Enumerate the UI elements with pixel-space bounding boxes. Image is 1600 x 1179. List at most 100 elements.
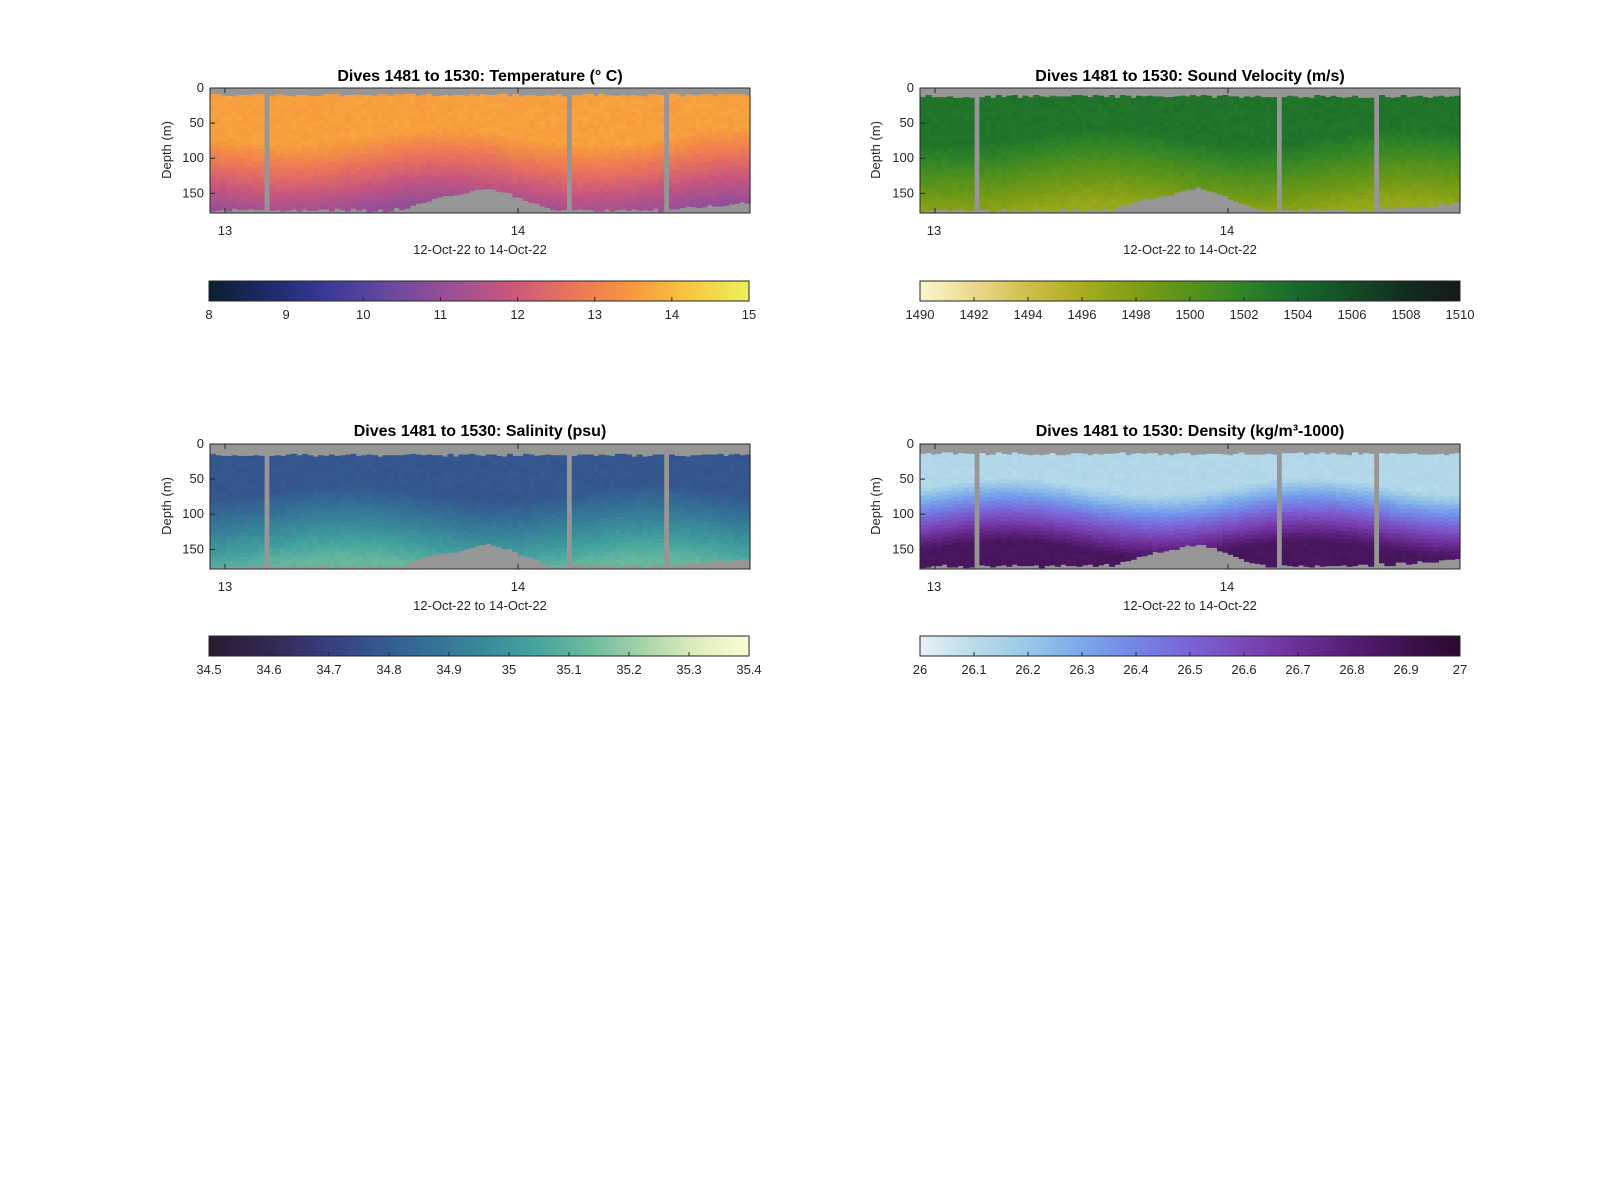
heatmap-cell bbox=[598, 190, 605, 196]
heatmap-cell bbox=[550, 95, 557, 101]
heatmap-cell bbox=[669, 110, 675, 116]
heatmap-cell bbox=[458, 111, 465, 117]
heatmap-cell bbox=[366, 111, 373, 117]
heatmap-cell bbox=[1281, 97, 1288, 102]
heatmap-cell bbox=[620, 111, 627, 117]
heatmap-cell bbox=[593, 129, 600, 135]
heatmap-cell bbox=[1114, 173, 1121, 179]
heatmap-cell bbox=[355, 115, 362, 121]
heatmap-cell bbox=[550, 116, 557, 122]
heatmap-cell bbox=[1281, 122, 1288, 128]
heatmap-cell bbox=[1238, 135, 1245, 141]
heatmap-cell bbox=[1152, 109, 1159, 114]
heatmap-cell bbox=[1071, 196, 1078, 201]
heatmap-cell bbox=[1060, 168, 1067, 173]
heatmap-cell bbox=[1146, 104, 1153, 109]
heatmap-cell bbox=[717, 127, 724, 133]
y-tick-label: 0 bbox=[197, 80, 204, 95]
heatmap-cell bbox=[1033, 154, 1040, 159]
heatmap-cell bbox=[501, 93, 508, 99]
heatmap-cell bbox=[1411, 189, 1418, 194]
heatmap-cell bbox=[1082, 129, 1088, 135]
heatmap-cell bbox=[739, 128, 746, 133]
heatmap-cell bbox=[1346, 156, 1353, 161]
heatmap-cell bbox=[1001, 181, 1007, 187]
heatmap-cell bbox=[593, 175, 600, 181]
heatmap-cell bbox=[588, 165, 594, 171]
heatmap-cell bbox=[674, 144, 681, 150]
heatmap-cell bbox=[733, 132, 740, 138]
heatmap-cell bbox=[328, 199, 335, 205]
heatmap-cell bbox=[1341, 194, 1348, 200]
heatmap-cell bbox=[1233, 125, 1240, 131]
heatmap-cell bbox=[528, 116, 535, 121]
heatmap-cell bbox=[984, 95, 991, 101]
heatmap-cell bbox=[1114, 194, 1121, 200]
heatmap-cell bbox=[485, 166, 492, 172]
heatmap-cell bbox=[1298, 203, 1304, 208]
heatmap-cell bbox=[242, 116, 249, 121]
heatmap-cell bbox=[615, 95, 621, 101]
heatmap-cell bbox=[312, 167, 319, 173]
heatmap-cell bbox=[1319, 121, 1326, 126]
heatmap-cell bbox=[1141, 189, 1148, 194]
heatmap-cell bbox=[1168, 185, 1175, 191]
heatmap-cell bbox=[523, 116, 530, 121]
heatmap-cell bbox=[269, 171, 276, 177]
heatmap-cell bbox=[1087, 164, 1094, 170]
heatmap-cell bbox=[571, 95, 578, 100]
heatmap-cell bbox=[701, 165, 708, 171]
heatmap-cell bbox=[1335, 189, 1342, 195]
heatmap-cell bbox=[947, 130, 953, 135]
heatmap-cell bbox=[1341, 102, 1348, 107]
heatmap-cell bbox=[1379, 120, 1385, 126]
heatmap-cell bbox=[496, 98, 503, 104]
heatmap-cell bbox=[296, 103, 303, 109]
heatmap-cell bbox=[1173, 184, 1180, 190]
heatmap-cell bbox=[1157, 180, 1164, 186]
heatmap-cell bbox=[366, 116, 373, 121]
heatmap-cell bbox=[1146, 196, 1153, 200]
heatmap-cell bbox=[1335, 113, 1342, 119]
heatmap-cell bbox=[1308, 182, 1315, 187]
heatmap-cell bbox=[1341, 144, 1348, 149]
heatmap-cell bbox=[690, 116, 697, 121]
heatmap-cell bbox=[345, 162, 351, 168]
heatmap-cell bbox=[696, 103, 702, 109]
heatmap-cell bbox=[226, 133, 233, 139]
heatmap-cell bbox=[652, 136, 659, 142]
heatmap-cell bbox=[1168, 156, 1175, 161]
heatmap-cell bbox=[1400, 128, 1407, 134]
heatmap-cell bbox=[577, 191, 584, 197]
heatmap-cell bbox=[1352, 137, 1358, 143]
heatmap-cell bbox=[312, 184, 319, 190]
heatmap-cell bbox=[1092, 95, 1099, 100]
heatmap-cell bbox=[377, 157, 384, 163]
heatmap-cell bbox=[1028, 139, 1034, 145]
heatmap-cell bbox=[1125, 121, 1132, 126]
heatmap-cell bbox=[1044, 105, 1051, 111]
heatmap-cell bbox=[1314, 137, 1321, 142]
heatmap-cell bbox=[1125, 129, 1132, 135]
heatmap-cell bbox=[1271, 181, 1277, 187]
heatmap-cell bbox=[507, 109, 513, 114]
heatmap-cell bbox=[1168, 130, 1175, 136]
heatmap-cell bbox=[296, 116, 303, 121]
heatmap-cell bbox=[463, 142, 470, 147]
heatmap-cell bbox=[1071, 154, 1078, 159]
heatmap-cell bbox=[242, 132, 249, 138]
heatmap-cell bbox=[604, 166, 611, 172]
heatmap-cell bbox=[1065, 142, 1072, 148]
heatmap-cell bbox=[1395, 164, 1402, 170]
heatmap-cell bbox=[685, 153, 692, 159]
heatmap-cell bbox=[1033, 175, 1040, 180]
heatmap-cell bbox=[1325, 206, 1331, 211]
heatmap-cell bbox=[658, 95, 665, 100]
heatmap-cell bbox=[1200, 158, 1207, 164]
heatmap-cell bbox=[242, 137, 249, 142]
heatmap-cell bbox=[620, 204, 627, 210]
heatmap-cell bbox=[1152, 180, 1159, 186]
heatmap-cell bbox=[393, 199, 400, 205]
heatmap-cell bbox=[930, 168, 937, 174]
heatmap-cell bbox=[636, 108, 643, 114]
